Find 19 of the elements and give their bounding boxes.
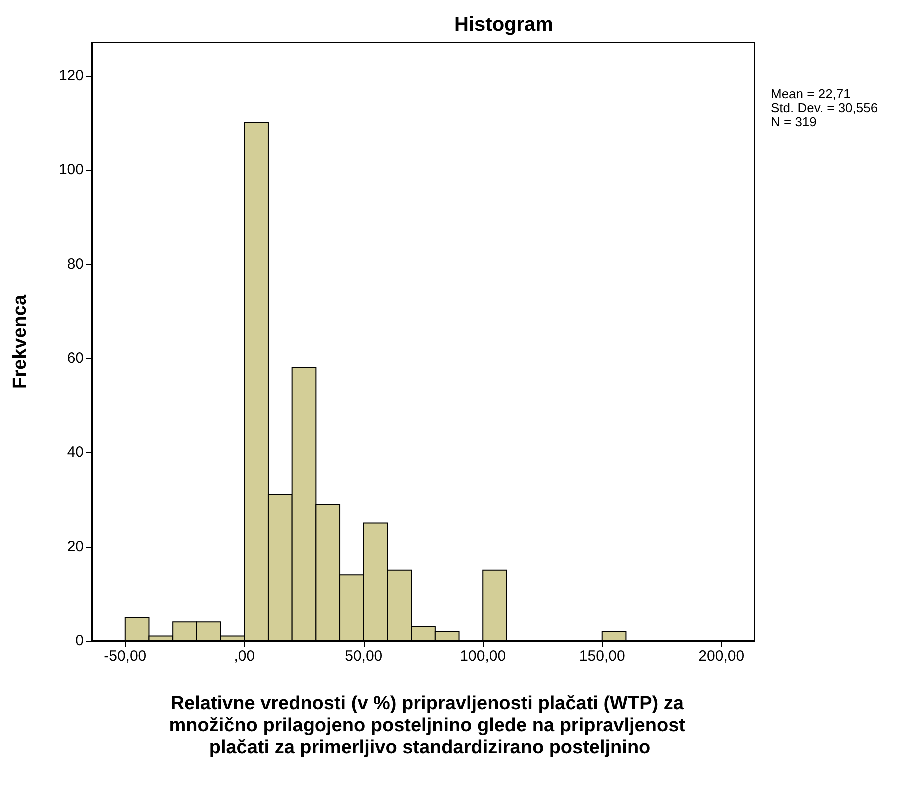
y-tick-label: 120 [58,67,84,84]
x-axis-title: Relativne vrednosti (v %) pripravljenosti plačati (WTP) za množično prilagojeno posteljnino glede na pripravljenost plačati za primerljivo standardizirano posteljnino [169,694,691,758]
x-tick-label: 100,00 [460,648,506,665]
x-tick-label: 150,00 [579,648,626,665]
text: N = 319 [771,114,817,130]
text: Std. Dev. = 30,556 [771,100,878,116]
x-tick-label: -50,00 [104,648,147,665]
y-tick-label: 40 [67,444,84,462]
text: Mean = 22,71 [771,86,851,102]
y-tick-label: 100 [58,162,84,179]
y-tick-label: 80 [67,256,84,273]
y-tick-label: 20 [67,538,84,556]
y-tick-label: 60 [67,350,84,367]
y-tick-label: 0 [76,632,84,650]
y-axis-title: Frekvenca [10,294,31,390]
x-tick-label: 50,00 [345,648,383,665]
x-tick-label: ,00 [234,648,256,665]
chart-title: Histogram [454,14,554,36]
x-tick-label: 200,00 [698,648,745,665]
